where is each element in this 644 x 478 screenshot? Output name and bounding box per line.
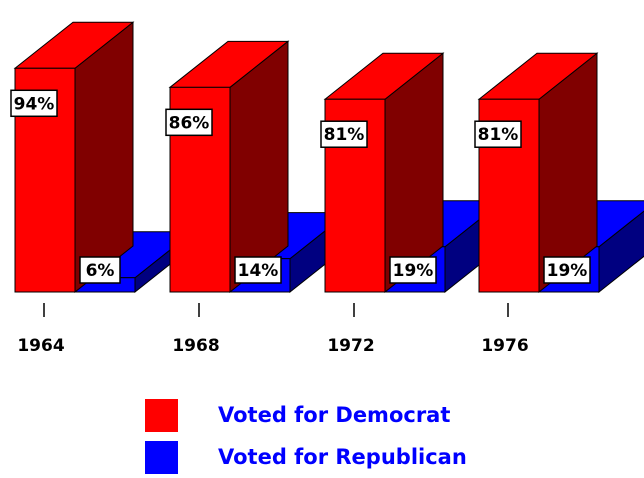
x-tick-label-1972: 1972 (327, 336, 374, 356)
data-label-democrat-1976: 81% (478, 125, 519, 145)
data-label-republican-1968: 14% (238, 261, 279, 281)
data-label-democrat-1968: 86% (169, 113, 210, 133)
legend: Voted for Democrat Voted for Republican (145, 394, 467, 478)
legend-item-republican: Voted for Republican (145, 436, 467, 478)
bars-layer (13, 21, 644, 294)
data-label-democrat-1964-box (10, 89, 58, 118)
data-label-republican-1972-box (389, 256, 437, 284)
labels-layer: 94% 6% 86% 14% 81% 19% 81% 19% (10, 89, 591, 284)
data-label-democrat-1968-box (165, 108, 213, 137)
x-tick-label-1976: 1976 (481, 336, 528, 356)
bar-democrat-1964-side (74, 21, 134, 294)
x-tick-label-1968: 1968 (172, 336, 219, 356)
data-label-democrat-1972-box (320, 120, 368, 148)
data-label-democrat-1972: 81% (324, 125, 365, 145)
data-label-republican-1976-box (543, 256, 591, 284)
legend-item-democrat: Voted for Democrat (145, 394, 467, 436)
x-tick-label-1964: 1964 (17, 336, 64, 356)
data-label-republican-1964-box (79, 256, 121, 284)
data-label-republican-1964: 6% (86, 261, 115, 281)
chart: 94% 6% 86% 14% 81% 19% 81% 19% 1964 1968 1972 1976 (10, 21, 644, 356)
data-label-republican-1972: 19% (393, 261, 434, 281)
x-axis: 1964 1968 1972 1976 (17, 303, 529, 356)
data-label-democrat-1976-box (474, 120, 522, 148)
legend-swatch-democrat (145, 398, 178, 432)
data-label-democrat-1964: 94% (14, 94, 55, 114)
data-label-republican-1976: 19% (547, 261, 588, 281)
legend-label-democrat: Voted for Democrat (218, 403, 451, 427)
legend-swatch-republican (145, 440, 178, 474)
data-label-republican-1968-box (234, 256, 282, 284)
legend-label-republican: Voted for Republican (218, 445, 467, 469)
